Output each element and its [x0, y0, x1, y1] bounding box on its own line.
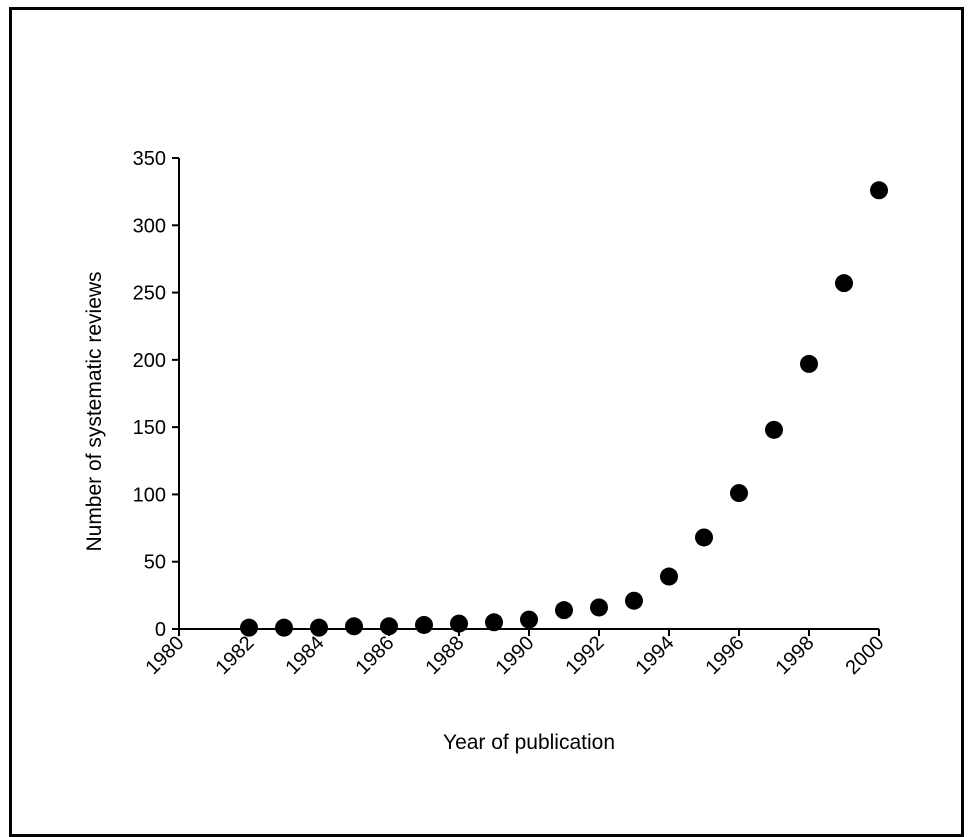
y-tick-label: 0: [155, 619, 166, 641]
x-tick-label: 1980: [142, 632, 189, 679]
data-point: [310, 618, 328, 637]
data-point: [835, 274, 853, 293]
data-point: [765, 420, 783, 439]
x-tick-label: 1996: [702, 632, 749, 679]
y-tick-label: 350: [133, 148, 166, 170]
data-point: [240, 618, 258, 637]
x-tick-label: 2000: [842, 632, 889, 679]
data-point: [695, 528, 713, 547]
data-point: [625, 591, 643, 610]
data-point: [870, 181, 888, 200]
x-axis-title: Year of publication: [443, 731, 615, 754]
data-point: [730, 484, 748, 503]
y-tick-label: 150: [133, 417, 166, 439]
data-point: [555, 601, 573, 620]
data-point: [450, 614, 468, 633]
data-point: [345, 617, 363, 636]
x-tick-label: 1998: [772, 632, 819, 679]
data-point: [590, 598, 608, 617]
figure-frame: [9, 7, 964, 837]
data-point: [800, 354, 818, 373]
y-tick-label: 250: [133, 283, 166, 305]
x-tick-label: 1986: [352, 632, 399, 679]
x-tick-label: 1994: [632, 632, 679, 679]
data-point: [380, 617, 398, 636]
data-point: [660, 567, 678, 586]
data-point: [415, 615, 433, 634]
axes: [178, 158, 879, 630]
data-points: [240, 181, 888, 637]
data-point: [275, 618, 293, 637]
y-tick-label: 100: [133, 484, 166, 506]
x-ticks: 1980 1982 1984 1986 1988 1990 1992 1994 1996 1998…: [142, 629, 889, 679]
y-tick-label: 300: [133, 215, 166, 237]
x-tick-label: 1984: [282, 632, 329, 679]
y-tick-label: 200: [133, 350, 166, 372]
x-tick-label: 1982: [212, 632, 259, 679]
y-axis-title: Number of systematic reviews: [83, 271, 106, 551]
x-tick-label: 1992: [562, 632, 609, 679]
data-point: [485, 613, 503, 632]
y-ticks: 0 50 100 150 200 250 300 350: [133, 148, 179, 641]
data-point: [520, 610, 538, 629]
y-tick-label: 50: [144, 552, 166, 574]
x-tick-label: 1990: [492, 632, 539, 679]
x-tick-label: 1988: [422, 632, 469, 679]
